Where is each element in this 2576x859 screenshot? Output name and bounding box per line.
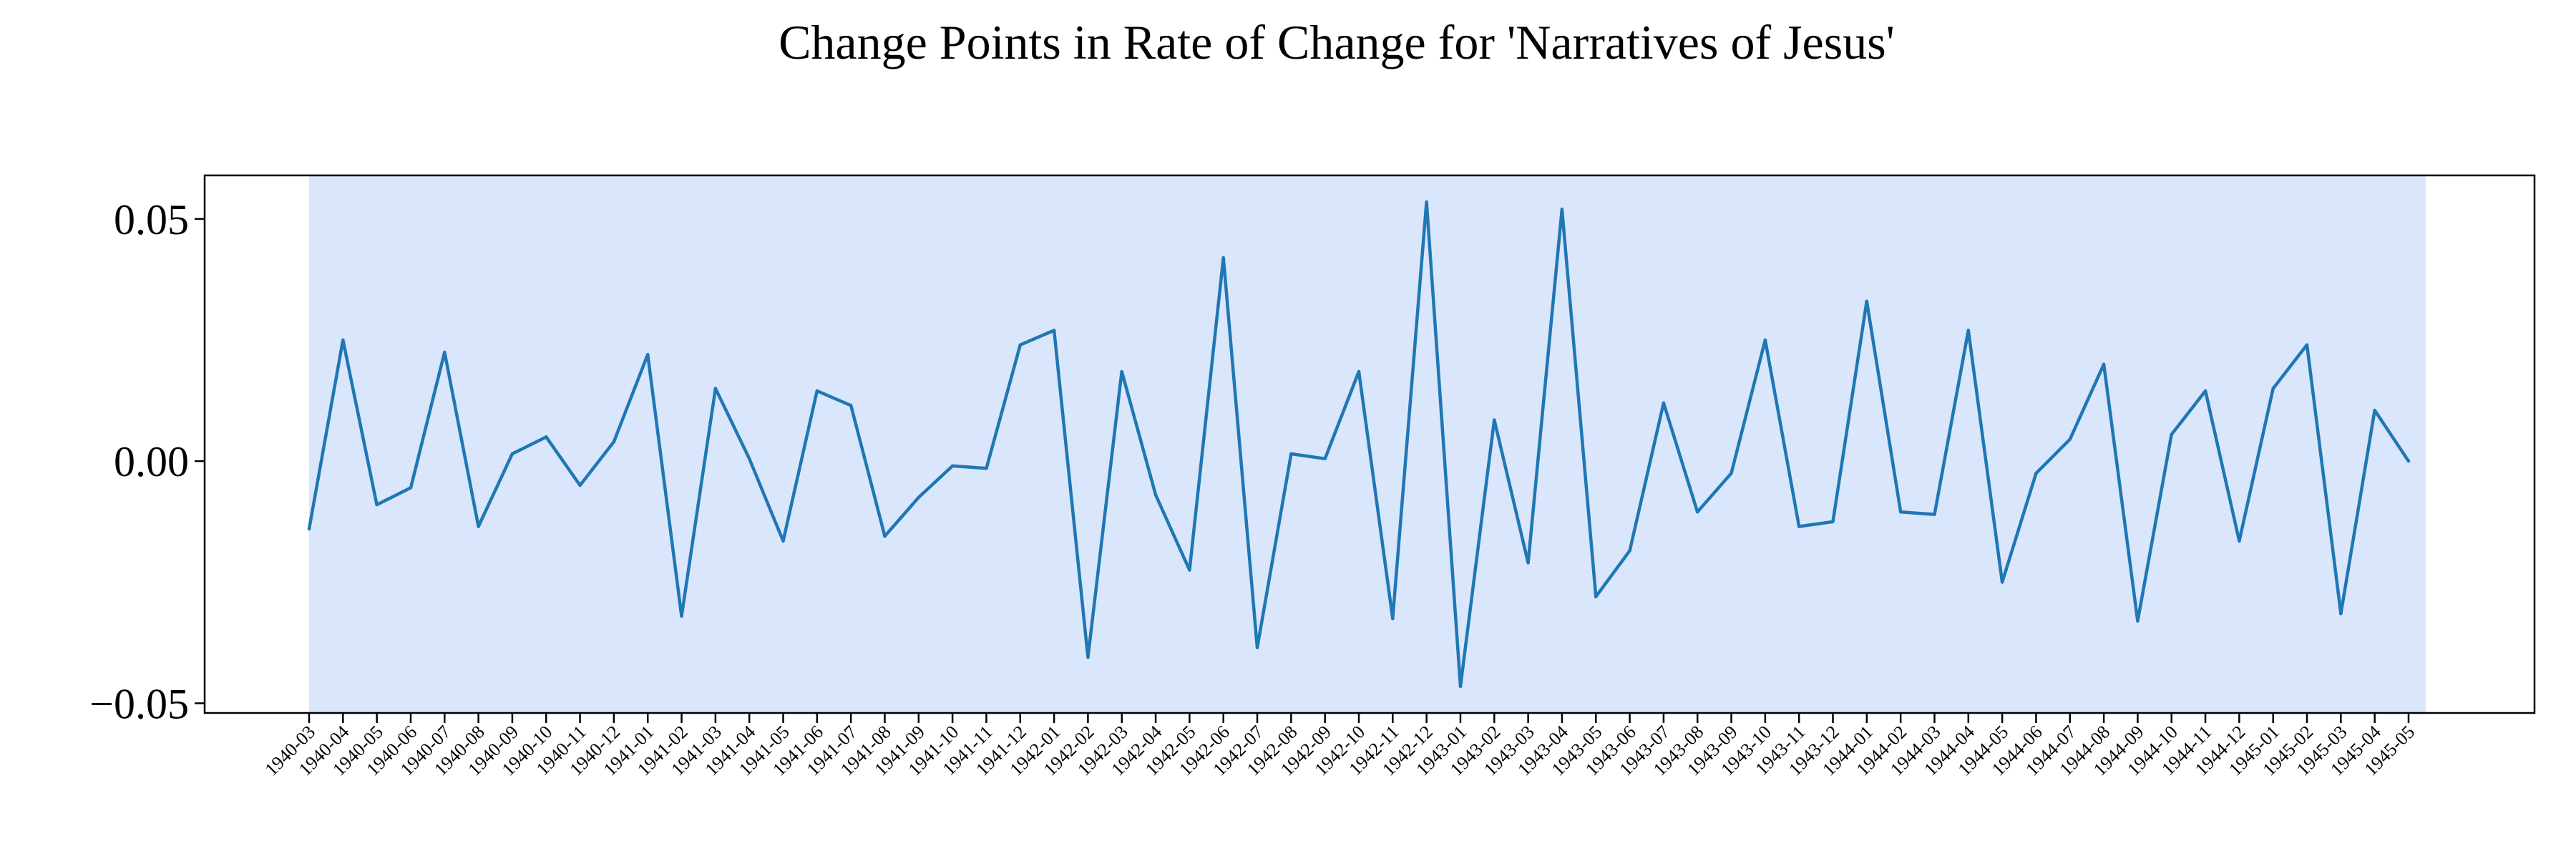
y-tick-label: −0.05 [89, 680, 189, 727]
data-point [1763, 338, 1767, 342]
data-point [1357, 369, 1361, 374]
data-point [781, 539, 785, 543]
chart-title: Change Points in Rate of Change for 'Nar… [779, 15, 1895, 69]
plot-frame [203, 174, 2536, 714]
data-point [1458, 684, 1463, 688]
data-point [1628, 549, 1631, 553]
data-point [985, 467, 988, 470]
data-point [1255, 646, 1259, 649]
data-point [2373, 408, 2376, 412]
data-point [1120, 369, 1123, 374]
data-point [1560, 208, 1564, 211]
y-axis: 0.05 0.00 −0.05 [89, 196, 205, 727]
data-point [1729, 471, 1733, 475]
data-point [1594, 595, 1598, 598]
data-point [2406, 459, 2411, 463]
data-point [1086, 655, 1090, 659]
data-point [375, 503, 379, 507]
data-point [2305, 343, 2309, 347]
data-point [578, 483, 582, 487]
data-point [1696, 510, 1699, 514]
y-tick-label: 0.05 [114, 196, 189, 243]
x-axis: 1940-031940-041940-051940-061940-071940-… [260, 713, 2419, 780]
data-point [409, 486, 413, 490]
data-point [1898, 510, 1903, 514]
data-point [2102, 362, 2106, 367]
data-point [1797, 525, 1801, 528]
data-point [1289, 452, 1293, 456]
data-point [1391, 616, 1395, 621]
data-point [1323, 457, 1327, 460]
data-point [545, 435, 548, 439]
data-point [713, 387, 718, 390]
data-point [612, 440, 616, 444]
data-point [1865, 299, 1869, 304]
data-point [1526, 561, 1530, 565]
data-point [2271, 387, 2275, 390]
data-point [1052, 329, 1056, 332]
data-point [950, 464, 955, 468]
data-point [2339, 612, 2343, 616]
data-point [307, 527, 311, 531]
data-point [2238, 539, 2241, 543]
data-point [849, 404, 853, 407]
data-point [1662, 401, 1666, 405]
data-point [815, 389, 819, 393]
data-point [510, 452, 514, 456]
data-point [2136, 619, 2140, 623]
data-point [443, 350, 447, 354]
data-point [1153, 493, 1158, 497]
data-point [1221, 256, 1225, 260]
data-point [2203, 389, 2207, 393]
data-point [2000, 581, 2004, 584]
data-point [2170, 432, 2173, 437]
data-point [1018, 343, 1022, 347]
data-point [680, 614, 683, 618]
data-point [341, 338, 345, 342]
data-point [1493, 418, 1496, 422]
data-point [1933, 513, 1936, 516]
data-point [2034, 471, 2038, 475]
data-point [477, 525, 480, 528]
data-point [646, 353, 650, 356]
y-tick-label: 0.00 [114, 438, 189, 485]
data-point [747, 457, 751, 460]
data-point [1966, 329, 1971, 332]
data-point [1188, 568, 1191, 572]
data-point [917, 495, 921, 500]
data-points [307, 200, 2411, 688]
data-point [2068, 437, 2072, 441]
data-point [1425, 200, 1428, 204]
plot-area: 0.05 0.00 −0.05 1940-031940-041940-051940-… [89, 174, 2536, 780]
data-point [883, 534, 887, 538]
data-point [1831, 520, 1835, 523]
